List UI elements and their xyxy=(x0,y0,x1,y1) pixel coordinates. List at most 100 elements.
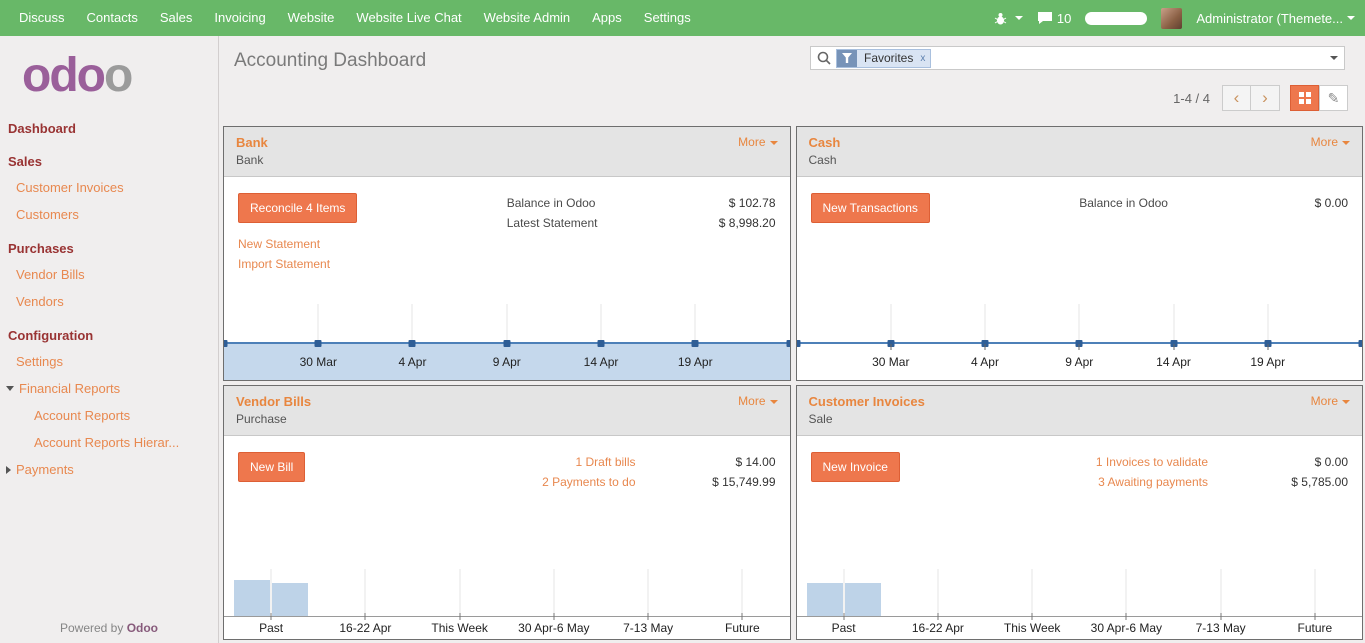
planner-progress-pill[interactable] xyxy=(1085,11,1148,25)
chart-x-label: This Week xyxy=(1003,621,1061,635)
menu-settings[interactable]: Settings xyxy=(643,10,691,25)
chart-x-label: 30 Mar xyxy=(872,355,910,369)
chart-x-labels: Past 16-22 Apr This Week 30 Apr-6 May 7-… xyxy=(224,619,790,639)
more-dropdown[interactable]: More xyxy=(738,135,778,149)
search-dropdown-toggle[interactable] xyxy=(1326,56,1338,60)
pager-next-button[interactable]: › xyxy=(1251,85,1280,111)
chart-x-label: 30 Apr-6 May xyxy=(518,621,590,635)
sidebar-item-account-reports[interactable]: Account Reports xyxy=(34,408,131,423)
menu-invoicing[interactable]: Invoicing xyxy=(214,10,266,25)
card-title-link[interactable]: Cash xyxy=(808,135,841,150)
user-avatar xyxy=(1161,7,1183,29)
bank-balance-sparkline: 30 Mar 4 Apr 9 Apr 14 Apr 19 Apr xyxy=(224,304,790,380)
sidebar-item-financial-reports[interactable]: Financial Reports xyxy=(0,375,218,402)
bar-past-2 xyxy=(844,583,881,616)
chart-x-label: 4 Apr xyxy=(398,355,427,369)
stat-label: Latest Statement xyxy=(506,216,598,230)
new-invoice-button[interactable]: New Invoice xyxy=(810,452,900,482)
new-bill-button[interactable]: New Bill xyxy=(238,452,306,482)
sidebar-item-settings[interactable]: Settings xyxy=(16,354,63,369)
stat-row: Latest Statement $ 8,998.20 xyxy=(507,216,776,230)
messages-indicator[interactable]: 10 xyxy=(1037,11,1071,26)
sidebar-item-purchases[interactable]: Purchases xyxy=(8,241,74,256)
x-axis xyxy=(224,616,790,617)
pager-previous-button[interactable]: ‹ xyxy=(1222,85,1251,111)
menu-contacts[interactable]: Contacts xyxy=(86,10,138,25)
user-menu[interactable]: Administrator (Themete... xyxy=(1196,11,1355,26)
page-title: Accounting Dashboard xyxy=(234,50,427,71)
search-facet-favorites[interactable]: Favorites x xyxy=(836,48,932,68)
card-cash: Cash Cash More New Transactions Balance … xyxy=(795,126,1363,381)
chart-area: 30 Mar 4 Apr 9 Apr 14 Apr 19 Apr xyxy=(224,340,790,380)
sidebar-item-configuration[interactable]: Configuration xyxy=(8,328,94,343)
more-label: More xyxy=(738,135,766,149)
sidebar-item-customer-invoices[interactable]: Customer Invoices xyxy=(16,180,124,195)
logo-text-primary: odo xyxy=(22,49,106,102)
form-view-button[interactable]: ✎ xyxy=(1319,85,1348,111)
chart-x-label: Future xyxy=(725,621,760,635)
menu-website-admin[interactable]: Website Admin xyxy=(483,10,571,25)
chart-x-label: 14 Apr xyxy=(583,355,619,369)
kanban-view-button[interactable] xyxy=(1290,85,1319,111)
odoo-logo[interactable]: odoo xyxy=(22,52,218,100)
more-dropdown[interactable]: More xyxy=(738,394,778,408)
chart-x-label: 19 Apr xyxy=(677,355,713,369)
menu-apps[interactable]: Apps xyxy=(592,10,622,25)
facet-label: Favorites xyxy=(864,51,914,65)
payments-to-do-link[interactable]: 2 Payments to do xyxy=(542,475,636,489)
sidebar-item-payments[interactable]: Payments xyxy=(0,456,218,483)
reconcile-items-button[interactable]: Reconcile 4 Items xyxy=(238,193,358,223)
bug-icon[interactable] xyxy=(994,12,1023,25)
card-subtitle: Bank xyxy=(236,153,264,167)
chart-x-label: 9 Apr xyxy=(492,355,521,369)
card-subtitle: Purchase xyxy=(236,412,287,426)
sidebar-item-vendors[interactable]: Vendors xyxy=(16,294,64,309)
card-customer-invoices: Customer Invoices Sale More New Invoice … xyxy=(795,385,1363,640)
card-stats: Balance in Odoo $ 0.00 xyxy=(1079,193,1348,304)
menu-website-live-chat[interactable]: Website Live Chat xyxy=(356,10,462,25)
card-title-link[interactable]: Vendor Bills xyxy=(236,394,312,409)
sidebar-item-customers[interactable]: Customers xyxy=(16,207,79,222)
more-dropdown[interactable]: More xyxy=(1311,394,1350,408)
more-label: More xyxy=(1310,394,1338,408)
draft-bills-link[interactable]: 1 Draft bills xyxy=(575,455,636,469)
more-label: More xyxy=(1310,135,1338,149)
stat-row: 1 Invoices to validate $ 0.00 xyxy=(1079,455,1348,469)
new-transactions-button[interactable]: New Transactions xyxy=(810,193,930,223)
pager-buttons: ‹ › xyxy=(1222,85,1280,111)
top-navbar: Discuss Contacts Sales Invoicing Website… xyxy=(0,0,1365,36)
card-stats: 1 Invoices to validate $ 0.00 3 Awaiting… xyxy=(1079,452,1348,561)
card-stats: Balance in Odoo $ 102.78 Latest Statemen… xyxy=(507,193,776,304)
view-switcher: ✎ xyxy=(1290,85,1348,111)
x-axis xyxy=(796,616,1362,617)
chart-area: 30 Mar 4 Apr 9 Apr 14 Apr 19 Apr xyxy=(796,340,1362,380)
search-bar[interactable]: Favorites x xyxy=(810,46,1345,70)
odoo-brand-link[interactable]: Odoo xyxy=(126,621,159,635)
card-subtitle: Cash xyxy=(808,153,837,167)
menu-discuss[interactable]: Discuss xyxy=(19,10,65,25)
card-bank: Bank Bank More Reconcile 4 Items New Sta… xyxy=(223,126,791,381)
more-dropdown[interactable]: More xyxy=(1311,135,1350,149)
awaiting-payments-link[interactable]: 3 Awaiting payments xyxy=(1098,475,1208,489)
sidebar-item-dashboard[interactable]: Dashboard xyxy=(8,121,76,136)
stat-label: Balance in Odoo xyxy=(506,196,596,210)
sidebar-item-sales[interactable]: Sales xyxy=(8,154,42,169)
new-statement-link[interactable]: New Statement xyxy=(238,237,321,251)
sidebar-item-vendor-bills[interactable]: Vendor Bills xyxy=(16,267,85,282)
card-title-link[interactable]: Bank xyxy=(236,135,268,150)
menu-sales[interactable]: Sales xyxy=(159,10,193,25)
card-title-link[interactable]: Customer Invoices xyxy=(808,394,925,409)
import-statement-link[interactable]: Import Statement xyxy=(238,257,331,271)
facet-remove-button[interactable]: x xyxy=(920,52,926,64)
sidebar-item-account-reports-hierarchy[interactable]: Account Reports Hierar... xyxy=(34,435,180,450)
chart-x-label: 14 Apr xyxy=(1156,355,1191,369)
kanban-grid-icon xyxy=(1298,92,1304,97)
invoices-to-validate-link[interactable]: 1 Invoices to validate xyxy=(1095,455,1208,469)
search-icon[interactable] xyxy=(817,51,831,65)
card-subtitle: Sale xyxy=(808,412,833,426)
more-label: More xyxy=(738,394,766,408)
chevron-down-icon xyxy=(1330,56,1338,60)
menu-website[interactable]: Website xyxy=(287,10,335,25)
chevron-down-icon xyxy=(769,399,778,404)
stat-value: $ 102.78 xyxy=(728,196,776,210)
